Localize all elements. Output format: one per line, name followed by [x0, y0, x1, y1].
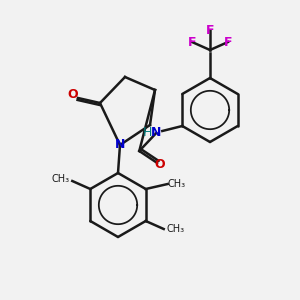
Text: CH₃: CH₃	[51, 174, 69, 184]
Text: H: H	[142, 127, 152, 140]
Text: N: N	[115, 139, 125, 152]
Text: CH₃: CH₃	[168, 179, 186, 189]
Text: F: F	[188, 35, 196, 49]
Text: O: O	[68, 88, 78, 101]
Text: F: F	[224, 35, 232, 49]
Text: O: O	[154, 158, 165, 172]
Text: N: N	[151, 127, 161, 140]
Text: CH₃: CH₃	[167, 224, 185, 234]
Text: F: F	[206, 23, 214, 37]
